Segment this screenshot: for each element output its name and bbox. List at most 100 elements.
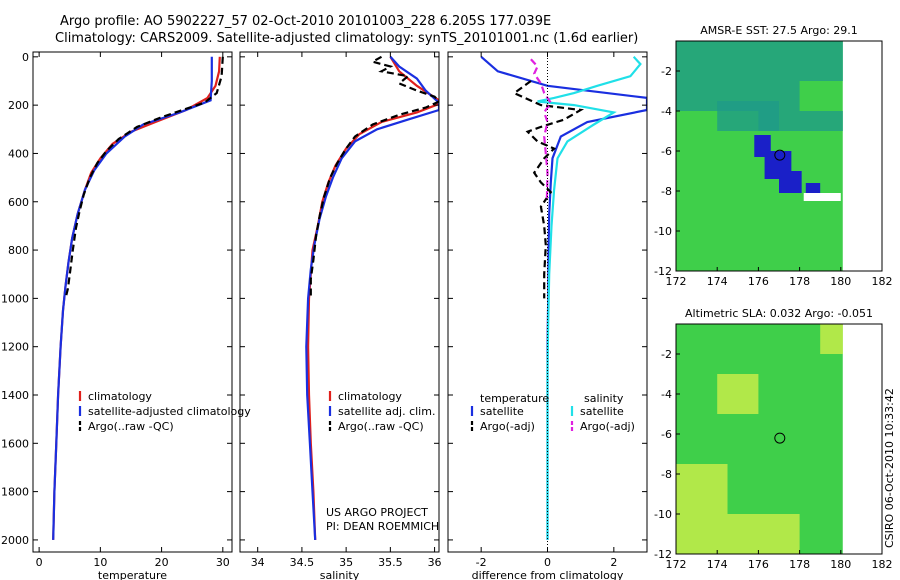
map-title: AMSR-E SST: 27.5 Argo: 29.1 [700,24,858,37]
y-tick-label: 0 [22,51,29,64]
series-line-satellite [305,56,439,540]
axes-frame [32,51,233,553]
map-panel-sla-map [676,324,882,554]
legend-label: satellite [480,405,524,418]
x-tick-label: 35 [339,556,353,569]
y-tick-label: 400 [8,147,29,160]
x-tick-label: 35.5 [378,556,403,569]
legend-header: salinity [584,392,624,405]
map-no-data-patch [803,193,841,201]
y-tick-label: -2 [661,348,672,361]
map-no-data-area [842,41,882,271]
map-warm-patch [820,324,843,354]
x-tick-label: 178 [789,558,810,571]
axes-frame [239,51,440,553]
map-cool-patch [717,101,779,131]
map-warm-patch [676,464,728,514]
series-line-sal-satellite [537,56,642,540]
legend-label: climatology [338,390,402,403]
legend-label: satellite-adjusted climatology [88,405,251,418]
x-tick-label: 172 [666,558,687,571]
figure-title: Argo profile: AO 5902227_57 02-Oct-2010 … [60,14,551,29]
x-tick-label: 174 [707,275,728,288]
profile-panel-temperature-profile: 0 10 20 30 0 200 400 600 800 1000 1200 1400 1600 1800… [1,51,251,580]
series-line-climatology [306,56,439,540]
x-tick-label: 10 [93,556,107,569]
x-tick-label: -2 [476,556,487,569]
credit-text: CSIRO 06-Oct-2010 10:33:42 [883,388,896,548]
x-tick-label: 0 [544,556,551,569]
series-line-argo [309,55,439,299]
x-tick-label: 20 [155,556,169,569]
y-tick-label: 600 [8,196,29,209]
map-cold-patch [779,171,802,193]
y-tick-label: -12 [654,548,672,561]
project-note-line2: PI: DEAN ROEMMICH [326,520,439,533]
figure-subtitle: Climatology: CARS2009. Satellite-adjuste… [55,31,638,46]
legend-header: temperature [480,392,549,405]
map-axes-sla-map: Altimetric SLA: 0.032 Argo: -0.051 172 174… [654,307,892,571]
x-tick-label: 180 [830,275,851,288]
y-tick-label: 2000 [1,534,29,547]
map-cool-patch [676,41,843,81]
x-tick-label: 178 [789,275,810,288]
x-tick-label: 34 [251,556,265,569]
x-tick-label: 176 [748,558,769,571]
map-no-data-area [842,324,882,554]
y-tick-label: -8 [661,185,672,198]
x-axis-label: temperature [98,569,167,580]
x-tick-label: 174 [707,558,728,571]
y-tick-label: -10 [654,225,672,238]
x-tick-label: 176 [748,275,769,288]
profile-panel-salinity-profile: 34 34.5 35 35.5 36 salinity climatology satelli… [239,51,442,580]
y-tick-label: 800 [8,244,29,257]
map-frame [675,40,883,272]
x-tick-label: 36 [428,556,442,569]
map-warm-patch [717,374,759,414]
series-line-temp-satellite [480,55,647,540]
x-tick-label: 30 [216,556,230,569]
map-panel-sst-map [676,41,882,271]
y-tick-label: 1600 [1,437,29,450]
x-tick-label: 34.5 [290,556,315,569]
x-tick-label: 182 [872,275,893,288]
legend-label: Argo(..raw -QC) [88,420,174,433]
y-tick-label: 200 [8,99,29,112]
x-tick-label: 182 [872,558,893,571]
y-tick-label: -6 [661,428,672,441]
y-tick-label: -4 [661,388,672,401]
y-tick-label: -12 [654,265,672,278]
map-axes-sst-map: AMSR-E SST: 27.5 Argo: 29.1 172 174 176 178 1… [654,24,892,288]
y-tick-label: -8 [661,468,672,481]
map-warm-patch [676,514,800,554]
legend-label: satellite adj. clim. [338,405,435,418]
legend-label: satellite [580,405,624,418]
float-position-marker [774,149,786,161]
float-position-marker [774,432,786,444]
series-line-satellite [52,56,213,540]
x-axis-label: salinity [320,569,360,580]
map-cold-patch [805,183,821,195]
x-tick-label: 0 [36,556,43,569]
series-line-argo [64,56,224,299]
legend-label: climatology [88,390,152,403]
y-tick-label: 1400 [1,389,29,402]
y-tick-label: 1800 [1,486,29,499]
legend-label: Argo(..raw -QC) [338,420,424,433]
y-tick-label: 1200 [1,341,29,354]
legend-label: Argo(-adj) [480,420,535,433]
x-axis-label: difference from climatology [472,569,624,580]
x-tick-label: 172 [666,275,687,288]
x-tick-label: 2 [610,556,617,569]
x-tick-label: 180 [830,558,851,571]
series-line-sal-argo [530,58,553,202]
y-tick-label: -6 [661,145,672,158]
map-cool-patch [758,111,843,131]
legend-label: Argo(-adj) [580,420,635,433]
y-tick-label: -10 [654,508,672,521]
y-tick-label: -2 [661,65,672,78]
series-line-temp-argo [512,80,585,299]
map-title: Altimetric SLA: 0.032 Argo: -0.051 [685,307,873,320]
